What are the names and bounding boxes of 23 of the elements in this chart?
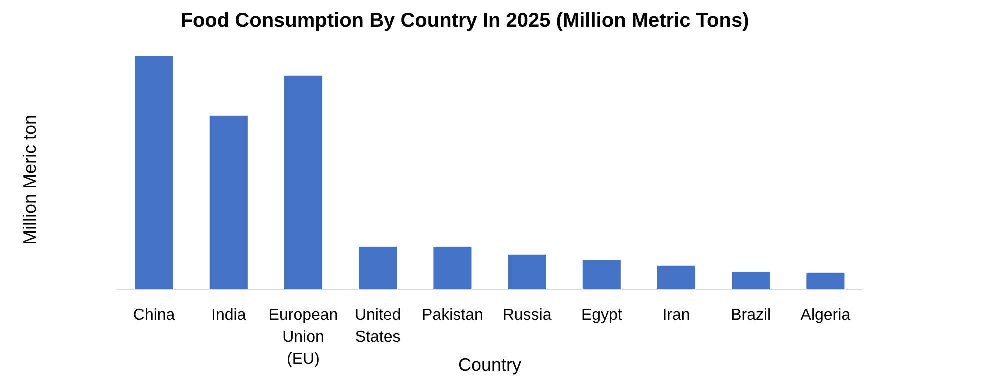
x-tick-label: Brazil bbox=[731, 307, 772, 324]
x-tick-label: Iran bbox=[662, 307, 690, 324]
x-axis-title: Country bbox=[458, 355, 522, 375]
bar bbox=[359, 246, 398, 290]
x-tick-label: India bbox=[212, 307, 246, 324]
x-tick-label: Russia bbox=[502, 307, 552, 324]
bar bbox=[135, 56, 174, 290]
bar bbox=[582, 260, 621, 290]
x-tick-label: China bbox=[133, 307, 176, 324]
bar bbox=[284, 76, 323, 290]
bar bbox=[210, 116, 248, 290]
bar bbox=[657, 266, 696, 290]
x-tick-label: European Union (EU) bbox=[268, 307, 338, 368]
x-tick-label: Algeria bbox=[800, 307, 851, 324]
bar bbox=[508, 254, 546, 290]
x-tick-label: Egypt bbox=[581, 307, 623, 324]
chart-title: Food Consumption By Country In 2025 (Million Metric Tons) bbox=[180, 10, 750, 32]
bar bbox=[732, 272, 770, 290]
bar bbox=[434, 246, 472, 290]
y-axis-title: Million Meric ton bbox=[20, 114, 40, 246]
x-tick-label: United States bbox=[354, 307, 402, 346]
bar bbox=[806, 272, 845, 290]
x-tick-label: Pakistan bbox=[422, 307, 484, 324]
